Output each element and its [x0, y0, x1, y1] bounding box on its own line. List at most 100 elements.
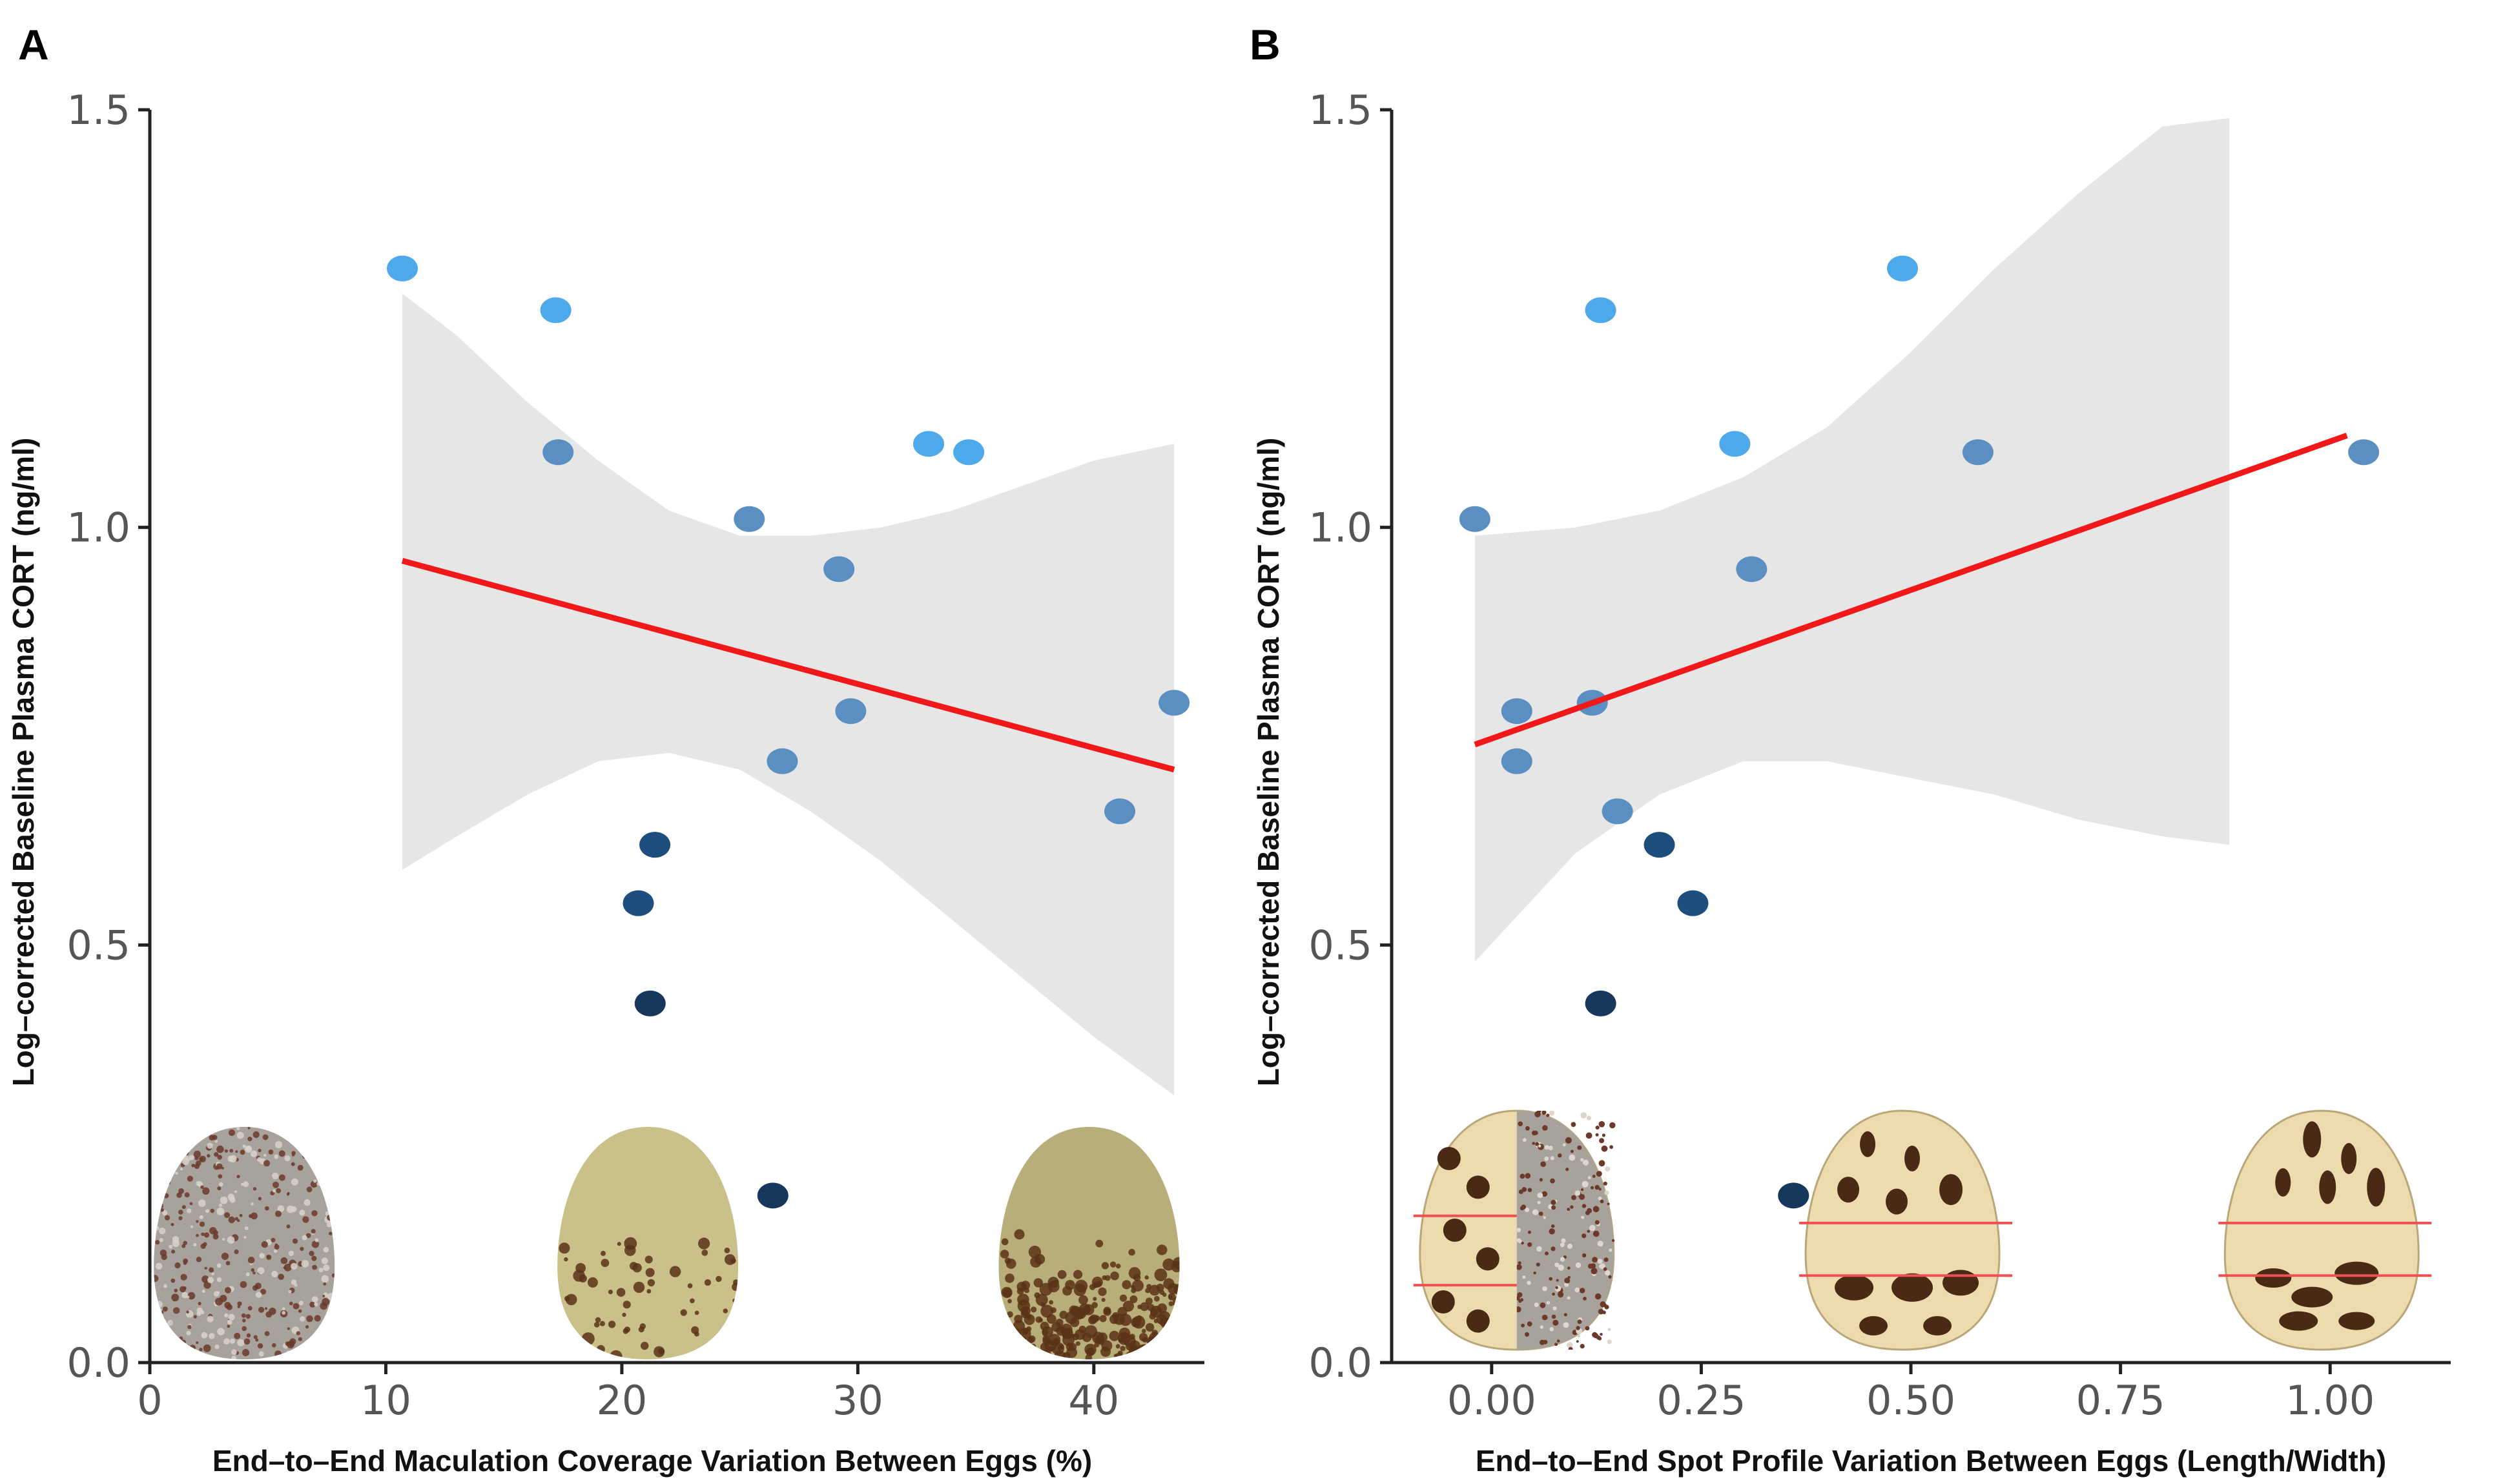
round-spots-diagram-egg-spot	[1939, 1174, 1963, 1206]
sparse-spotted-egg-speckle	[587, 1277, 598, 1288]
dense-speckled-egg-speckle	[183, 1155, 189, 1160]
panel-a-data-point	[734, 506, 765, 532]
dense-speckled-egg-speckle	[162, 1210, 168, 1216]
elongated-spots-diagram-egg-spot	[2338, 1312, 2375, 1330]
dense-speckled-egg-speckle	[235, 1150, 238, 1153]
end-heavy-spotted-egg-speckle	[1103, 1308, 1111, 1316]
half-diagram-half-photo-egg-speckle	[1574, 1190, 1581, 1196]
dense-speckled-egg-speckle	[178, 1154, 182, 1159]
half-diagram-half-photo-egg-speckle	[1527, 1188, 1532, 1192]
end-heavy-spotted-egg-speckle	[1157, 1244, 1168, 1255]
end-heavy-spotted-egg-speckle	[998, 1321, 1004, 1326]
end-heavy-spotted-egg-speckle	[1154, 1348, 1159, 1352]
sparse-spotted-egg-speckles	[557, 1237, 739, 1359]
dense-speckled-egg-speckle	[258, 1197, 262, 1201]
sparse-spotted-egg-speckle	[698, 1237, 710, 1250]
dense-speckled-egg-speckle	[323, 1282, 327, 1286]
dense-speckled-egg-speckle	[169, 1244, 173, 1249]
half-diagram-half-photo-egg-speckle	[1532, 1209, 1539, 1215]
dense-speckled-egg-speckle	[277, 1205, 285, 1212]
dense-speckled-egg-speckle	[193, 1315, 197, 1319]
dense-speckled-egg-speckle	[162, 1306, 168, 1312]
dense-speckled-egg-speckle	[156, 1325, 159, 1328]
end-heavy-spotted-egg-speckle	[1038, 1317, 1043, 1323]
sparse-spotted-egg-speckle	[564, 1295, 570, 1302]
dense-speckled-egg-speckle	[257, 1157, 262, 1162]
end-heavy-spotted-egg-speckle	[1175, 1334, 1180, 1339]
panel-b-y-axis-title: Log–corrected Baseline Plasma CORT (ng/m…	[1252, 438, 1285, 1087]
dense-speckled-egg-speckle	[329, 1232, 333, 1235]
half-diagram-half-photo-egg-speckle	[1551, 1314, 1556, 1319]
half-diagram-half-photo-egg-speckle	[1543, 1216, 1546, 1219]
half-diagram-half-photo-egg-speckle	[1554, 1343, 1558, 1346]
dense-speckled-egg-speckle	[222, 1238, 225, 1241]
dense-speckled-egg-speckle	[160, 1250, 167, 1257]
sparse-spotted-egg-speckle	[601, 1259, 610, 1267]
half-diagram-half-photo-egg-speckle	[1587, 1263, 1593, 1269]
panel-b-letter: B	[1250, 21, 1281, 68]
sparse-spotted-egg-speckle	[647, 1279, 655, 1287]
dense-speckled-egg-speckle	[258, 1351, 264, 1357]
end-heavy-spotted-egg-speckle	[1040, 1343, 1049, 1352]
dense-speckled-egg-speckle	[246, 1146, 252, 1152]
end-heavy-spotted-egg-speckle	[1000, 1337, 1013, 1350]
dense-speckled-egg-speckle	[225, 1286, 231, 1293]
half-diagram-half-photo-egg-speckle	[1552, 1319, 1559, 1326]
end-heavy-spotted-egg-speckle	[1148, 1335, 1160, 1348]
dense-speckled-egg-speckle	[302, 1154, 307, 1159]
dense-speckled-egg-speckle	[211, 1272, 214, 1275]
dense-speckled-egg-speckle	[207, 1154, 211, 1158]
panel-a-data-point	[634, 990, 666, 1016]
end-heavy-spotted-egg-speckle	[1002, 1288, 1013, 1298]
half-diagram-half-photo-egg-speckle	[1580, 1288, 1585, 1293]
half-diagram-half-photo-egg-speckle	[1569, 1154, 1576, 1161]
dense-speckled-egg-speckle	[181, 1292, 188, 1299]
end-heavy-spotted-egg-speckle	[1147, 1304, 1155, 1312]
half-diagram-half-photo-egg-speckle	[1538, 1144, 1541, 1148]
dense-speckled-egg-speckle	[154, 1149, 161, 1157]
half-diagram-half-photo-egg-speckle	[1583, 1159, 1589, 1166]
dense-speckled-egg-speckle	[285, 1350, 293, 1357]
dense-speckled-egg-speckle	[187, 1175, 193, 1182]
end-heavy-spotted-egg-speckle	[1164, 1343, 1173, 1352]
dense-speckled-egg-speckle	[322, 1170, 329, 1177]
half-diagram-half-photo-egg-speckle	[1516, 1264, 1522, 1270]
half-diagram-half-photo-egg-speckle	[1585, 1326, 1590, 1331]
end-heavy-spotted-egg-speckle	[1025, 1349, 1031, 1355]
dense-speckled-egg-speckle	[303, 1128, 308, 1133]
dense-speckled-egg-speckle	[175, 1171, 178, 1175]
elongated-spots-diagram-egg-spot	[2334, 1261, 2379, 1285]
dense-speckled-egg-speckle	[227, 1324, 231, 1328]
end-heavy-spotted-egg-speckle	[1168, 1301, 1174, 1306]
panel-a-x-tick-label: 20	[596, 1377, 647, 1424]
end-heavy-spotted-egg-speckle	[1070, 1306, 1082, 1317]
panel-a-data-point	[623, 890, 654, 916]
end-heavy-spotted-egg-speckle	[1102, 1275, 1107, 1281]
end-heavy-spotted-egg-speckle	[1050, 1307, 1056, 1314]
end-heavy-spotted-egg-speckle	[1140, 1302, 1149, 1312]
dense-speckled-egg-speckle	[194, 1156, 199, 1160]
dense-speckled-egg-speckle	[194, 1127, 200, 1130]
half-diagram-half-photo-egg-speckle	[1537, 1201, 1541, 1204]
dense-speckled-egg-speckle	[196, 1180, 201, 1186]
panel-b-data-point	[1677, 890, 1709, 916]
dense-speckled-egg-speckle	[302, 1145, 309, 1152]
panel-a-x-tick-label: 10	[360, 1377, 411, 1424]
sparse-spotted-egg-speckle	[691, 1326, 699, 1334]
panel-b-data-point	[1736, 556, 1767, 582]
round-spots-diagram-egg	[1799, 1109, 2013, 1351]
dense-speckled-egg-speckle	[224, 1313, 229, 1318]
end-heavy-spotted-egg-speckle	[1039, 1350, 1053, 1359]
half-diagram-half-photo-egg-speckle	[1585, 1132, 1592, 1139]
dense-speckled-egg-speckle	[155, 1240, 160, 1245]
panel-a-letter: A	[18, 21, 49, 68]
dense-speckled-egg-speckle	[171, 1140, 178, 1148]
dense-speckled-egg-speckle	[228, 1129, 236, 1137]
dense-speckled-egg-speckle	[204, 1266, 207, 1270]
end-heavy-spotted-egg-speckle	[1013, 1348, 1018, 1353]
sparse-spotted-egg-speckle	[581, 1332, 595, 1346]
sparse-spotted-egg-speckle	[623, 1301, 631, 1309]
half-diagram-half-photo-egg-speckle	[1567, 1296, 1571, 1300]
half-diagram-half-photo-egg-speckle	[1556, 1339, 1560, 1343]
dense-speckled-egg-speckle	[237, 1219, 240, 1222]
